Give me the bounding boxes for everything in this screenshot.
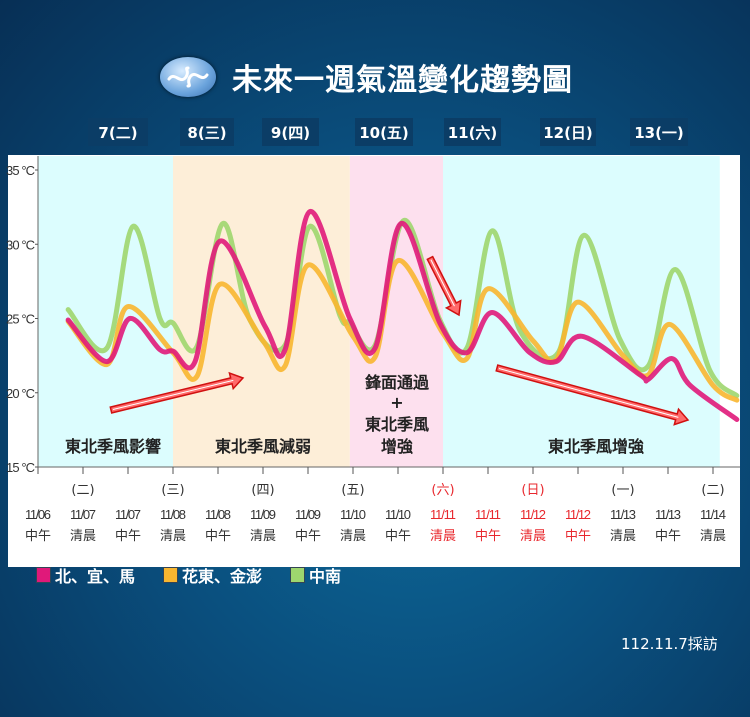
x-weekday-label: (六) <box>431 483 454 498</box>
region-label-line: 增強 <box>381 437 413 456</box>
day-header: 7(二) <box>88 118 148 146</box>
legend-label: 中南 <box>309 567 342 586</box>
region-band <box>38 156 173 467</box>
x-period-label: 中午 <box>25 529 51 544</box>
x-date-label: 11/12 <box>565 507 591 522</box>
x-weekday-label: (三) <box>161 483 184 498</box>
y-tick-label: 25 °C <box>6 312 35 327</box>
x-date-label: 11/13 <box>610 507 636 522</box>
x-date-label: 11/08 <box>160 507 186 522</box>
legend-swatch <box>163 567 179 583</box>
day-header: 8(三) <box>180 118 234 146</box>
x-date-label: 11/07 <box>70 507 96 522</box>
region-band <box>173 156 350 467</box>
y-tick-label: 30 °C <box>6 237 35 252</box>
x-period-label: 清晨 <box>70 529 96 544</box>
legend-swatch <box>290 567 306 583</box>
x-weekday-label: (二) <box>71 483 94 498</box>
x-weekday-label: (二) <box>701 483 724 498</box>
x-weekday-label: (四) <box>251 483 274 498</box>
trend-arrow <box>495 364 690 426</box>
day-header: 10(五) <box>355 118 413 146</box>
x-date-label: 11/10 <box>385 507 411 522</box>
x-date-label: 11/09 <box>295 507 321 522</box>
x-date-label: 11/09 <box>250 507 276 522</box>
x-period-label: 清晨 <box>160 529 186 544</box>
y-tick-label: 35 °C <box>6 163 35 178</box>
x-date-label: 11/06 <box>25 507 51 522</box>
region-label: 東北季風減弱 <box>215 437 311 456</box>
region-label-line: 鋒面通過 <box>364 373 430 392</box>
day-header: 13(一) <box>630 118 688 146</box>
x-period-label: 清晨 <box>340 529 366 544</box>
x-date-label: 11/08 <box>205 507 231 522</box>
x-period-label: 中午 <box>385 529 411 544</box>
x-period-label: 中午 <box>655 529 681 544</box>
arrow-highlight <box>430 259 455 307</box>
region-label-line: 東北季風增強 <box>548 437 644 456</box>
trend-arrow-icon <box>495 364 690 426</box>
x-date-label: 11/13 <box>655 507 681 522</box>
region-band <box>349 156 443 467</box>
y-tick-label: 20 °C <box>6 386 35 401</box>
trend-arrow <box>426 255 462 317</box>
x-date-label: 11/07 <box>115 507 141 522</box>
region-label: 鋒面通過+ 東北季風增強 <box>364 373 430 456</box>
day-header: 9(四) <box>262 118 319 146</box>
region-label-line: + <box>390 393 403 412</box>
x-period-label: 中午 <box>565 529 591 544</box>
day-header: 12(日) <box>540 118 596 146</box>
region-label-line: 東北季風影響 <box>65 437 161 456</box>
region-label-line: 東北季風 <box>365 415 429 434</box>
x-period-label: 中午 <box>295 529 321 544</box>
arrow-highlight <box>498 368 679 418</box>
x-weekday-label: (一) <box>611 483 634 498</box>
x-date-label: 11/10 <box>340 507 366 522</box>
legend-label: 北、宜、馬 <box>55 567 136 586</box>
legend-item: 北、宜、馬 <box>36 563 135 587</box>
x-period-label: 清晨 <box>610 529 636 544</box>
x-period-label: 中午 <box>115 529 141 544</box>
y-tick-label: 15 °C <box>6 460 35 475</box>
chart-title-bar: 未來一週氣溫變化趨勢圖 <box>160 52 573 102</box>
legend-item: 中南 <box>290 563 341 587</box>
region-label: 東北季風影響 <box>65 437 161 456</box>
series-line-花東、金澎 <box>65 258 740 403</box>
x-period-label: 清晨 <box>520 529 546 544</box>
legend-swatch <box>36 567 51 583</box>
trend-arrow <box>109 371 245 414</box>
legend-label: 花東、金澎 <box>182 567 263 586</box>
cwa-logo-icon <box>160 57 216 97</box>
x-period-label: 清晨 <box>430 529 456 544</box>
interview-date: 112.11.7採訪 <box>621 635 718 653</box>
x-date-label: 11/14 <box>700 507 726 522</box>
x-period-label: 中午 <box>475 529 501 544</box>
region-label: 東北季風增強 <box>548 437 644 456</box>
legend: 北、宜、馬 花東、金澎 中南 <box>36 563 369 587</box>
x-period-label: 中午 <box>205 529 231 544</box>
trend-arrow-icon <box>109 371 245 414</box>
arrow-highlight <box>112 379 234 411</box>
x-weekday-label: (五) <box>341 483 364 498</box>
x-date-label: 11/11 <box>475 507 501 522</box>
x-period-label: 清晨 <box>250 529 276 544</box>
day-header: 11(六) <box>444 118 501 146</box>
x-weekday-label: (日) <box>521 483 544 498</box>
chart-title: 未來一週氣溫變化趨勢圖 <box>232 63 573 98</box>
x-date-label: 11/11 <box>430 507 456 522</box>
x-period-label: 清晨 <box>700 529 726 544</box>
legend-item: 花東、金澎 <box>163 563 262 587</box>
x-date-label: 11/12 <box>520 507 546 522</box>
region-label-line: 東北季風減弱 <box>215 437 311 456</box>
